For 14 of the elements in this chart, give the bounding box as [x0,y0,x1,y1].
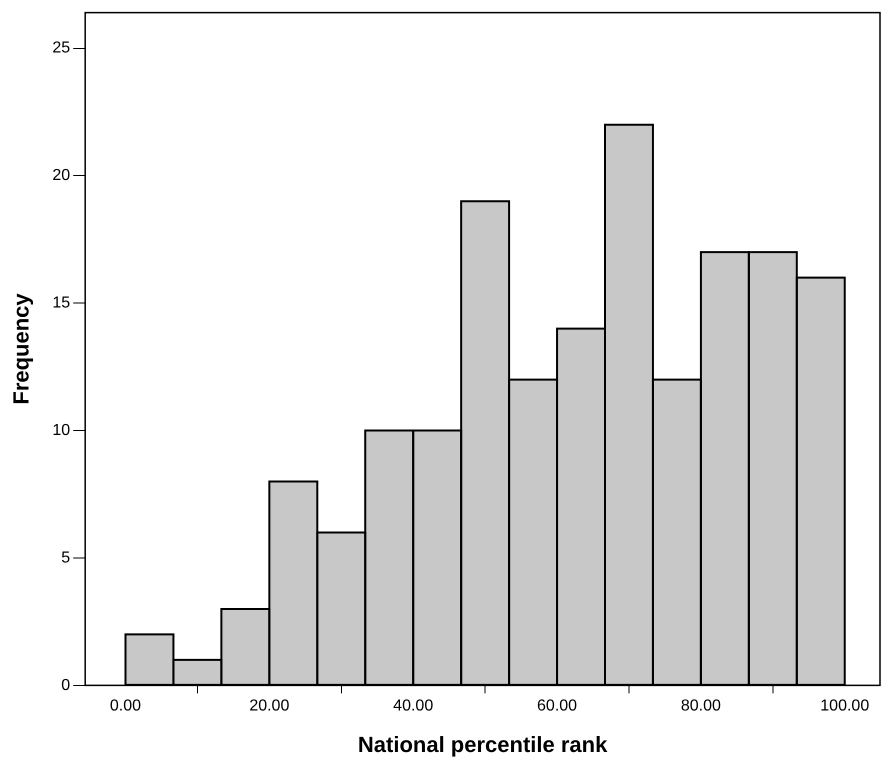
x-tick-label: 0.00 [110,697,142,714]
y-tick-label: 20 [52,167,70,184]
x-tick-label: 60.00 [537,697,578,714]
y-tick-label: 10 [52,422,70,439]
y-tick-label: 5 [61,549,70,566]
y-axis-title: Frequency [8,292,34,405]
x-tick-label: 40.00 [393,697,434,714]
y-tick-label: 0 [61,676,70,694]
x-tick-label: 80.00 [680,697,722,714]
x-tick-label: 20.00 [249,697,290,714]
y-tick-label: 25 [52,40,70,57]
x-tick-label: 100.00 [820,697,870,714]
y-tick-label: 15 [52,294,70,312]
x-axis-title: National percentile rank [358,732,608,757]
